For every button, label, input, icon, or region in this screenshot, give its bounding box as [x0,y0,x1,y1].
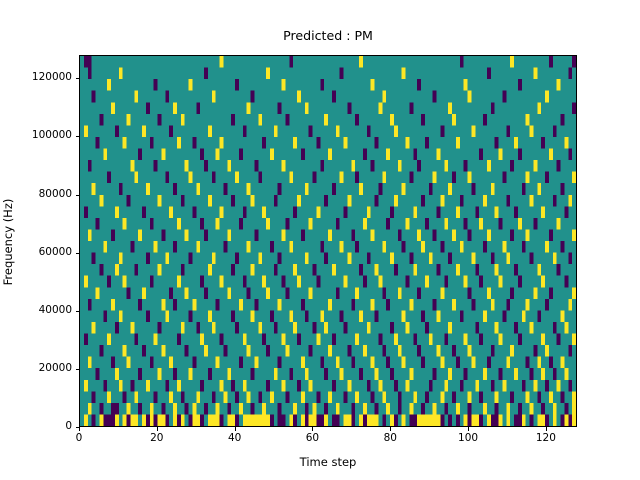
x-tick-label: 60 [305,432,320,444]
x-tick-mark [468,427,469,431]
x-tick-label: 40 [227,432,242,444]
heatmap-axes[interactable] [79,55,577,427]
x-tick-mark [235,427,236,431]
y-axis-label: Frequency (Hz) [1,198,15,286]
y-tick-mark [75,427,79,428]
x-tick-label: 80 [383,432,397,444]
x-tick-label: 0 [75,432,83,444]
x-tick-label: 100 [458,432,479,444]
x-tick-mark [157,427,158,431]
x-tick-mark [390,427,391,431]
y-tick-label: 20000 [38,361,72,374]
heatmap-image [80,56,576,426]
x-tick-mark [79,427,80,431]
x-tick-label: 20 [150,432,164,444]
x-axis-label: Time step [299,455,357,469]
x-tick-label: 120 [535,432,556,444]
x-tick-mark [546,427,547,431]
x-tick-mark [312,427,313,431]
chart-title: Predicted : PM [283,28,373,43]
y-tick-label: 100000 [31,129,72,142]
y-tick-label: 0 [65,420,72,432]
y-tick-label: 120000 [31,71,72,84]
